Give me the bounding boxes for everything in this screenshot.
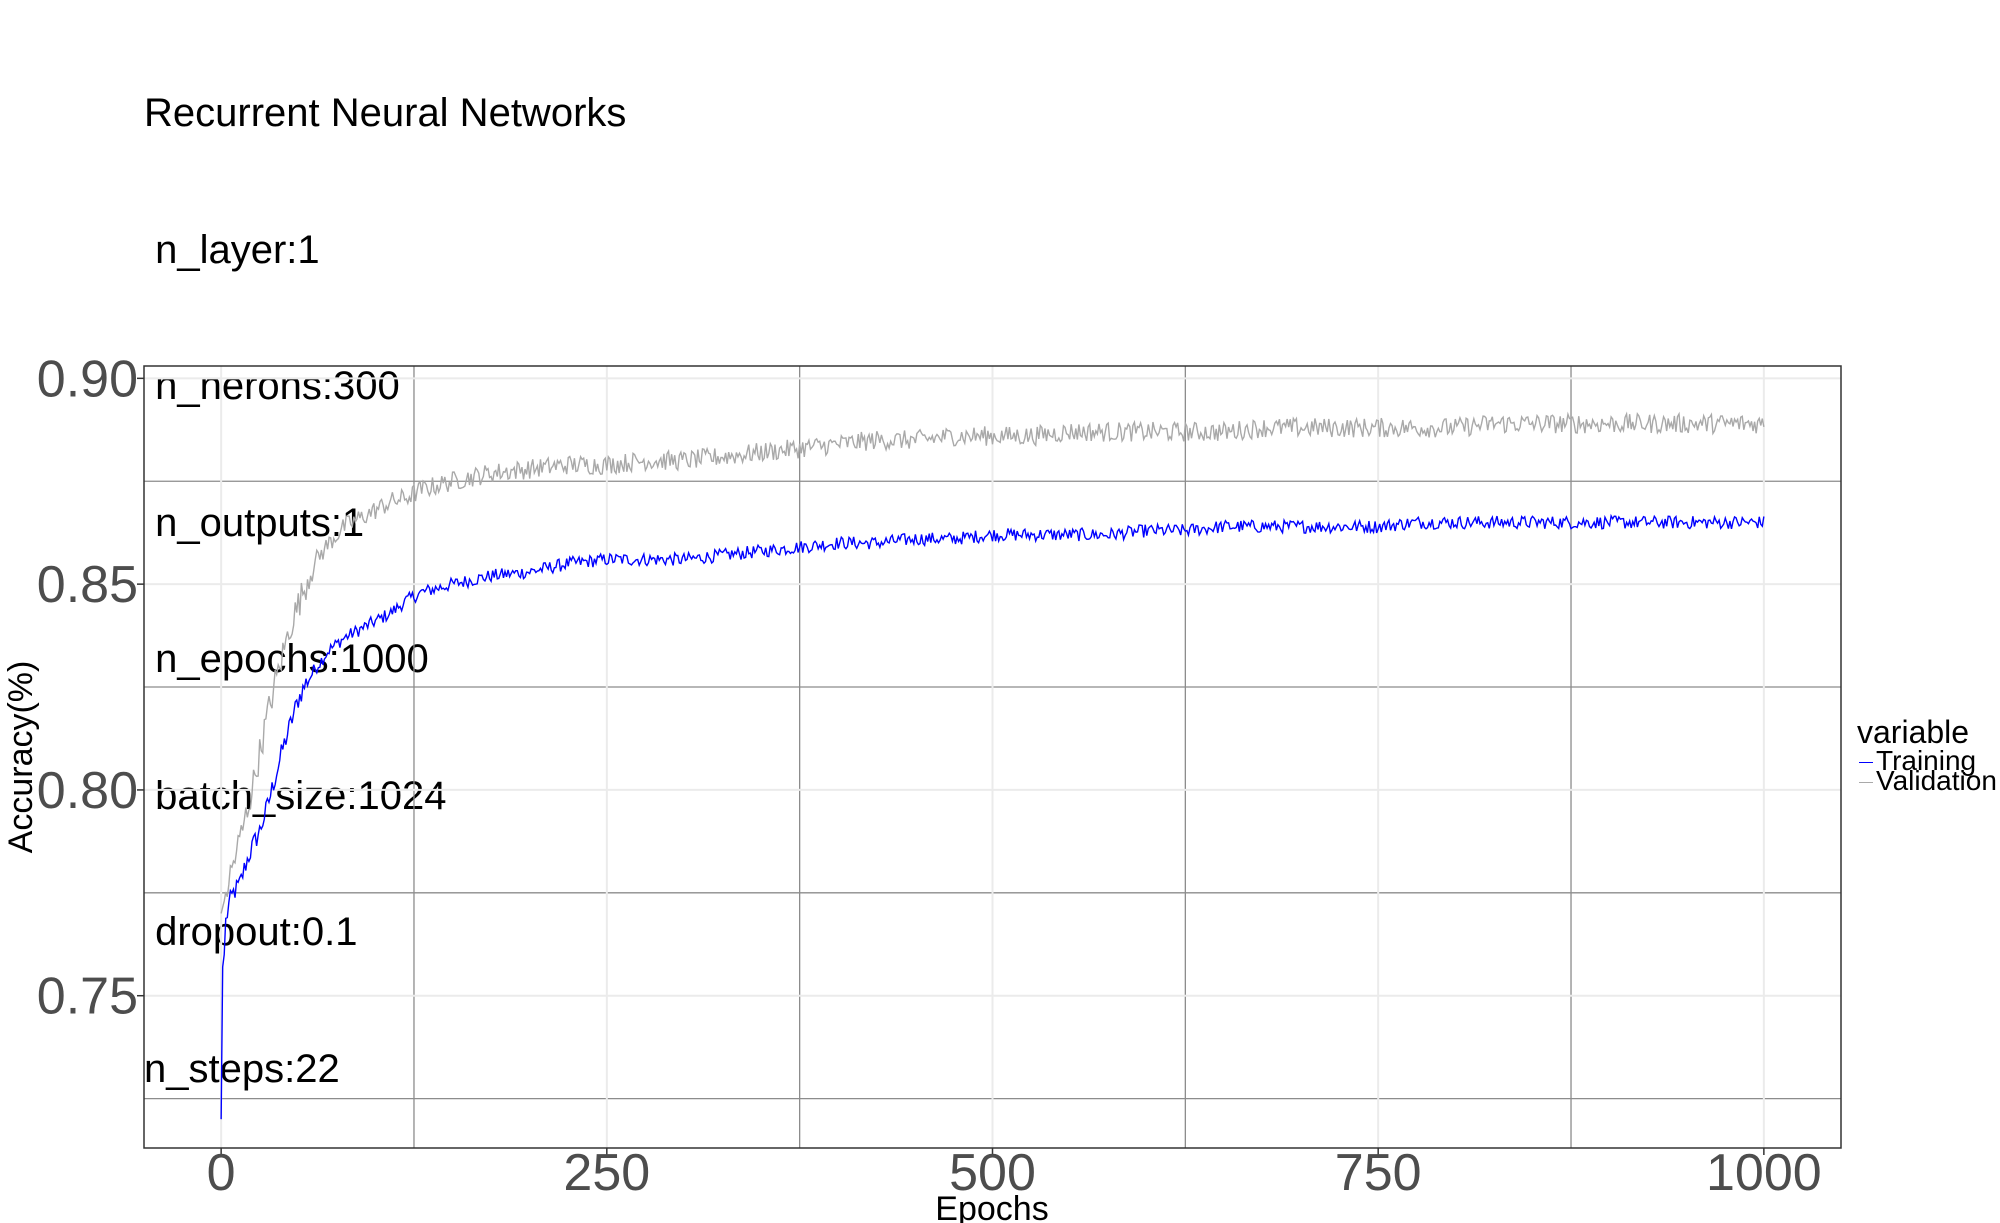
legend-key-training (1859, 762, 1873, 763)
x-tick-label: 750 (1335, 1144, 1422, 1202)
series-line-training (220, 513, 1765, 1120)
y-tick-label: 0.85 (37, 556, 138, 614)
series-lines (220, 411, 1765, 1120)
grid (144, 366, 1841, 1148)
x-axis-title: Epochs (935, 1190, 1048, 1223)
legend-label-training: Training (1876, 745, 1977, 776)
title-line: Recurrent Neural Networks (144, 91, 627, 135)
legend-label-validation: Validation (1876, 765, 1997, 796)
x-tick-label: 0 (207, 1144, 236, 1202)
x-axis-ticks: 0 250 500 750 1000 (207, 1144, 1822, 1202)
y-axis-title: Accuracy(%) (2, 661, 40, 854)
title-line: n_layer:1 (144, 227, 320, 272)
series-line-validation (220, 411, 1765, 914)
y-tick-label: 0.75 (37, 968, 138, 1026)
x-tick-label: 250 (563, 1144, 650, 1202)
legend: variable Training Validation (1857, 712, 2000, 796)
x-tick-label: 500 (949, 1144, 1036, 1202)
chart-title-block: Recurrent Neural Networks n_layer:1 n_ne… (144, 0, 626, 1138)
legend-title: variable (1857, 714, 1970, 750)
legend-key-validation (1859, 782, 1873, 783)
y-tick-label: 0.90 (37, 350, 138, 408)
title-line: batch_size:1024 (144, 773, 447, 818)
title-line: n_nerons:300 (144, 364, 400, 408)
y-axis-ticks: 0.75 0.80 0.85 0.90 (37, 350, 144, 1026)
x-tick-label: 1000 (1706, 1144, 1822, 1202)
title-line: dropout:0.1 (144, 910, 358, 954)
title-line: n_epochs:1000 (144, 637, 429, 681)
legend-item-training: Training (1857, 746, 2000, 776)
y-tick-label: 0.80 (37, 762, 138, 820)
title-line: n_steps:22 (144, 1046, 340, 1091)
legend-item-validation: Validation (1857, 766, 2000, 796)
